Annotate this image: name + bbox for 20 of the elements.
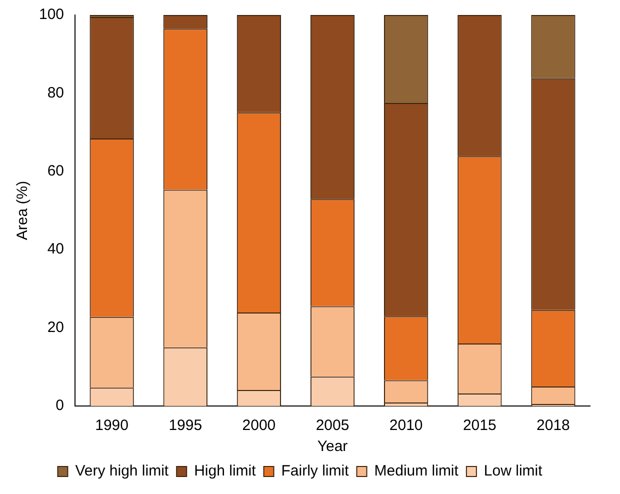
x-axis-title: Year — [317, 438, 348, 456]
y-axis-title: Area (%) — [14, 180, 32, 240]
y-tick-label: 80 — [47, 84, 64, 102]
legend-label: Medium limit — [374, 462, 460, 480]
x-tick-label: 2005 — [316, 417, 350, 434]
x-tick-label: 2000 — [242, 417, 276, 434]
legend-label: Low limit — [484, 462, 544, 480]
y-tick-label: 40 — [47, 240, 64, 258]
legend-label: Fairly limit — [281, 462, 350, 480]
legend-label: Very high limit — [75, 462, 170, 480]
x-tick-label: 2010 — [389, 417, 423, 434]
x-tick-label: 1995 — [168, 417, 202, 434]
y-tick-label: 0 — [56, 397, 64, 414]
x-tick-label: 2015 — [462, 417, 496, 434]
y-tick-label: 20 — [47, 318, 64, 336]
x-tick-label: 2018 — [536, 417, 570, 434]
y-tick-label: 100 — [38, 6, 64, 24]
y-tick-label: 60 — [47, 162, 64, 180]
legend-label: High limit — [194, 462, 257, 480]
x-tick-label: 1990 — [95, 417, 128, 434]
